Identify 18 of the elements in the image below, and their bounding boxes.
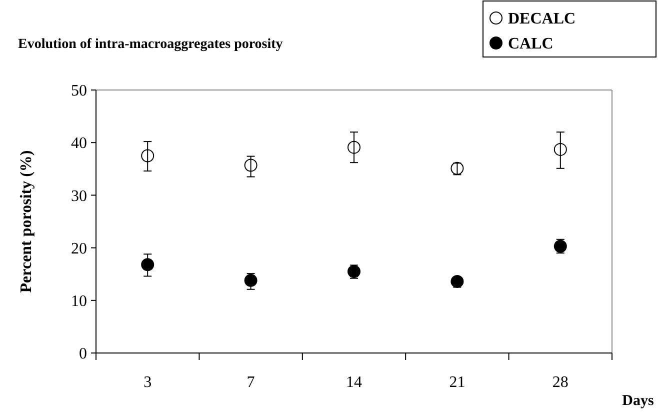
y-tick-label: 20 — [71, 240, 87, 258]
legend-label: DECALC — [508, 10, 576, 28]
y-tick-label: 0 — [79, 346, 87, 363]
x-axis-title: Days — [622, 393, 654, 409]
x-tick-label: 14 — [346, 374, 362, 391]
point — [141, 258, 154, 272]
point — [244, 274, 258, 287]
y-tick-label: 30 — [71, 188, 87, 205]
legend-label: CALC — [508, 36, 554, 53]
chart-title: Evolution of intra-macroaggregates porosity — [18, 37, 283, 52]
y-tick-label: 50 — [71, 82, 87, 100]
y-tick-label: 40 — [71, 135, 87, 152]
x-tick-label: 3 — [144, 374, 152, 391]
y-tick-label: 10 — [71, 293, 87, 310]
x-tick-label: 21 — [449, 374, 466, 391]
y-axis-title: Percent porosity (%) — [18, 150, 35, 293]
x-tick-label: 7 — [246, 374, 255, 391]
x-tick-label: 28 — [552, 374, 568, 391]
